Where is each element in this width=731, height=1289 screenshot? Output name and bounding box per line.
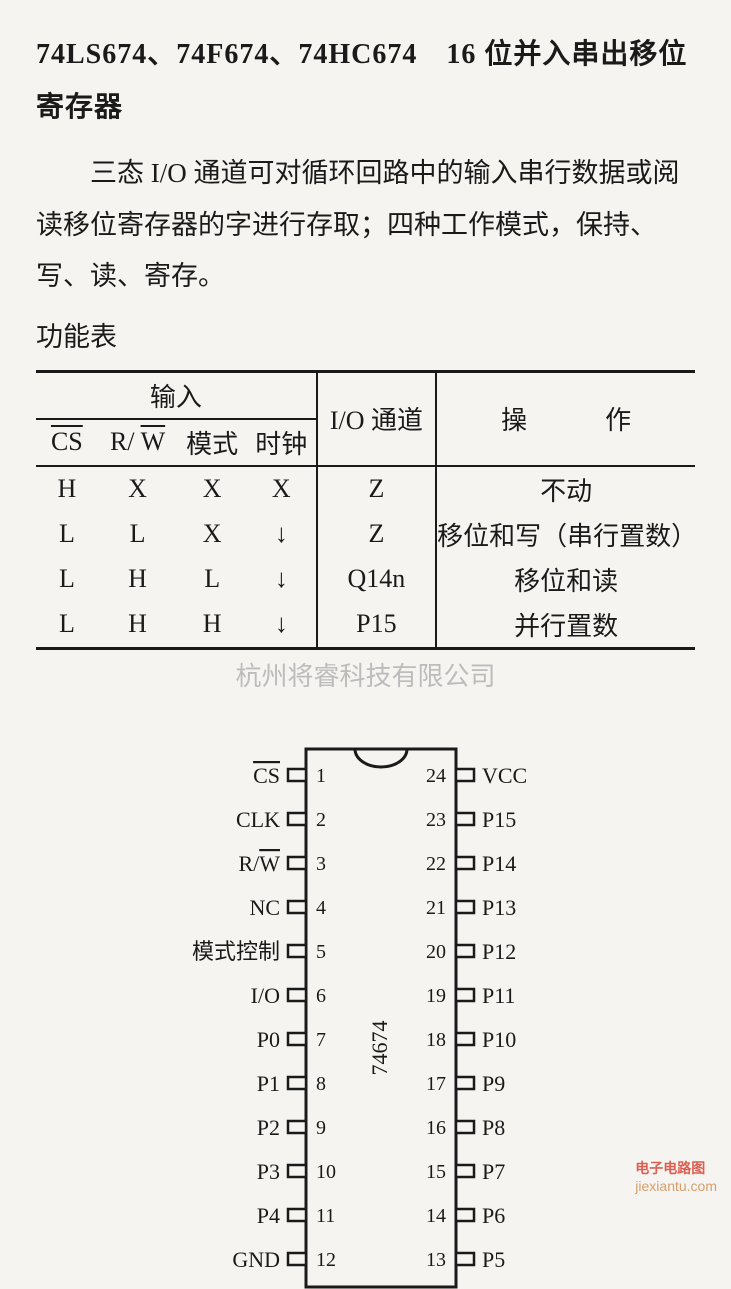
th-inputs: 输入: [36, 371, 317, 419]
svg-text:10: 10: [316, 1161, 336, 1183]
svg-text:R/W: R/W: [238, 851, 280, 876]
svg-text:21: 21: [426, 897, 446, 919]
svg-text:5: 5: [316, 941, 326, 963]
svg-text:20: 20: [426, 941, 446, 963]
svg-text:P4: P4: [256, 1203, 279, 1228]
svg-text:NC: NC: [249, 895, 280, 920]
svg-text:VCC: VCC: [482, 763, 527, 788]
svg-text:CLK: CLK: [236, 807, 280, 832]
svg-text:17: 17: [426, 1073, 446, 1095]
svg-text:P0: P0: [256, 1027, 279, 1052]
function-table: 输入 I/O 通道 操 作 CS R/ W 模式 时钟 H X X X Z 不动…: [36, 370, 695, 650]
th-op: 操 作: [436, 371, 695, 466]
svg-text:18: 18: [426, 1029, 446, 1051]
cell: 并行置数: [436, 602, 695, 649]
cell: H: [36, 466, 98, 512]
svg-text:P14: P14: [482, 851, 516, 876]
cell: 移位和写（串行置数）: [436, 512, 695, 557]
cell: L: [36, 602, 98, 649]
cell: ↓: [247, 602, 317, 649]
svg-text:P10: P10: [482, 1027, 516, 1052]
svg-text:9: 9: [316, 1117, 326, 1139]
function-table-label: 功能表: [36, 312, 695, 363]
svg-text:P13: P13: [482, 895, 516, 920]
cell: L: [36, 557, 98, 602]
cell: X: [177, 466, 247, 512]
watermark-text: 杭州将睿科技有限公司: [36, 656, 695, 693]
cell: X: [98, 466, 178, 512]
svg-text:12: 12: [316, 1249, 336, 1271]
th-mode: 模式: [177, 419, 247, 466]
th-rw: R/ W: [98, 419, 178, 466]
cell: H: [177, 602, 247, 649]
svg-text:13: 13: [426, 1249, 446, 1271]
svg-text:P6: P6: [482, 1203, 505, 1228]
svg-text:P1: P1: [256, 1071, 279, 1096]
cell: 移位和读: [436, 557, 695, 602]
svg-text:4: 4: [316, 897, 326, 919]
cell: 不动: [436, 466, 695, 512]
svg-text:15: 15: [426, 1161, 446, 1183]
svg-text:P8: P8: [482, 1115, 505, 1140]
cell: X: [247, 466, 317, 512]
svg-text:P11: P11: [482, 983, 515, 1008]
cell: Z: [317, 466, 437, 512]
svg-text:8: 8: [316, 1073, 326, 1095]
svg-text:19: 19: [426, 985, 446, 1007]
cell: H: [98, 602, 178, 649]
svg-text:GND: GND: [232, 1247, 280, 1272]
cell: H: [98, 557, 178, 602]
description-text: 三态 I/O 通道可对循环回路中的输入串行数据或阅读移位寄存器的字进行存取；四种…: [36, 148, 695, 302]
svg-text:6: 6: [316, 985, 326, 1007]
svg-text:11: 11: [316, 1205, 335, 1227]
svg-text:14: 14: [426, 1205, 446, 1227]
cell: ↓: [247, 512, 317, 557]
svg-text:P7: P7: [482, 1159, 505, 1184]
cell: Q14n: [317, 557, 437, 602]
svg-text:2: 2: [316, 809, 326, 831]
svg-text:P15: P15: [482, 807, 516, 832]
svg-text:P9: P9: [482, 1071, 505, 1096]
svg-text:23: 23: [426, 809, 446, 831]
svg-text:P2: P2: [256, 1115, 279, 1140]
svg-text:CS: CS: [253, 763, 280, 788]
th-clk: 时钟: [247, 419, 317, 466]
svg-text:7: 7: [316, 1029, 326, 1051]
svg-text:3: 3: [316, 853, 326, 875]
footer-watermark: 电子电路图 jiexiantu.com: [635, 1158, 717, 1194]
cell: L: [98, 512, 178, 557]
cell: Z: [317, 512, 437, 557]
svg-text:24: 24: [426, 765, 446, 787]
svg-text:16: 16: [426, 1117, 446, 1139]
svg-text:I/O: I/O: [250, 983, 279, 1008]
svg-text:74674: 74674: [367, 1020, 392, 1075]
svg-text:模式控制: 模式控制: [191, 939, 279, 964]
th-io: I/O 通道: [317, 371, 437, 466]
th-cs: CS: [36, 419, 98, 466]
svg-text:22: 22: [426, 853, 446, 875]
page-title: 74LS674、74F674、74HC674 16 位并入串出移位寄存器: [36, 28, 695, 134]
svg-text:1: 1: [316, 765, 326, 787]
cell: ↓: [247, 557, 317, 602]
svg-text:P12: P12: [482, 939, 516, 964]
cell: P15: [317, 602, 437, 649]
chip-diagram: 74674 1 CS 2 CLK 3 R/W 4 NC 5 模式控制 6 I/O 7 P0 8 P1 9 P2 10 P…: [36, 729, 695, 1289]
svg-text:P3: P3: [256, 1159, 279, 1184]
cell: L: [36, 512, 98, 557]
cell: L: [177, 557, 247, 602]
svg-text:P5: P5: [482, 1247, 505, 1272]
cell: X: [177, 512, 247, 557]
